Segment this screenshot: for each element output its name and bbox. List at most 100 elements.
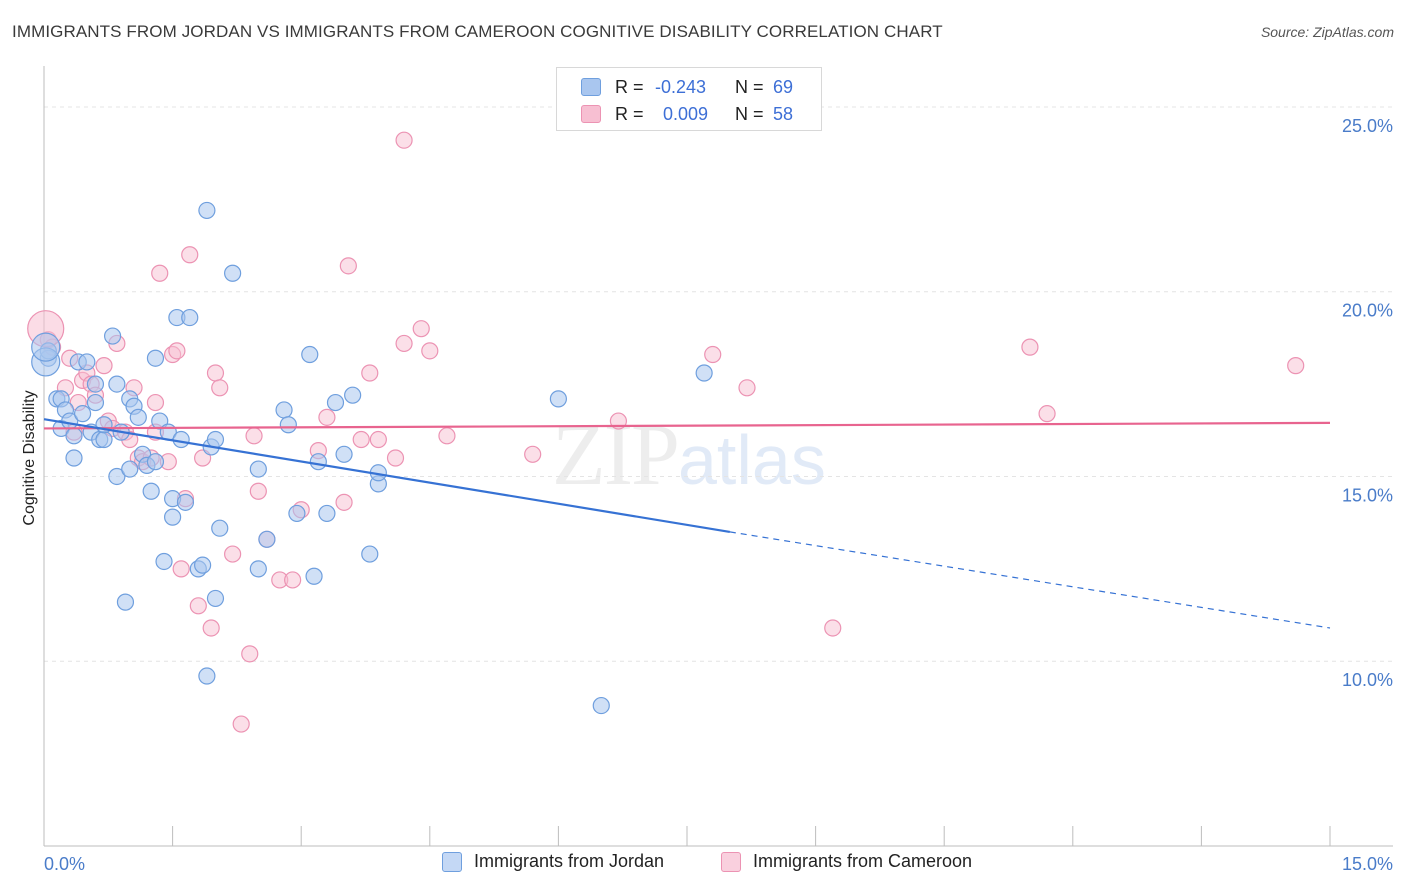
- cameroon-point: [146, 393, 165, 412]
- legend-swatch-cameroon: [581, 105, 601, 123]
- cameroon-point: [172, 560, 190, 578]
- cameroon-point: [524, 445, 542, 463]
- jordan-point: [142, 482, 160, 500]
- jordan-point-large: [31, 332, 61, 362]
- jordan-point: [326, 393, 345, 412]
- cameroon-point: [181, 246, 199, 264]
- cameroon-point: [738, 379, 756, 397]
- cameroon-point: [206, 364, 225, 382]
- cameroon-point: [395, 131, 413, 149]
- legend-n-value: 58: [773, 103, 794, 124]
- jordan-point: [344, 386, 362, 404]
- jordan-point: [155, 552, 173, 571]
- cameroon-point: [412, 320, 430, 338]
- jordan-point: [301, 345, 319, 364]
- legend-r-label: R =: [615, 103, 644, 124]
- legend-r-label: R =: [615, 76, 644, 97]
- tick-labels: 10.0% 15.0% 20.0% 25.0% 0.0% 15.0%: [44, 116, 1393, 874]
- jordan-point: [592, 696, 610, 715]
- jordan-point: [198, 667, 216, 685]
- jordan-point: [78, 353, 96, 371]
- cameroon-point: [1287, 357, 1305, 375]
- cameroon-point: [95, 357, 113, 375]
- jordan-point: [695, 364, 713, 382]
- y-tick-label: 20.0%: [1342, 301, 1393, 321]
- legend-r-value: 0.009: [663, 103, 709, 124]
- jordan-point: [335, 445, 353, 463]
- jordan-point: [361, 545, 379, 563]
- cameroon-point: [339, 257, 357, 275]
- jordan-point: [108, 375, 126, 393]
- cameroon-point: [168, 342, 186, 360]
- jordan-point: [73, 405, 92, 423]
- legend-label-cameroon: Immigrants from Cameroon: [753, 851, 973, 871]
- cameroon-point: [284, 571, 302, 589]
- cameroon-point: [386, 449, 405, 467]
- legend-row-cameroon: R = 0.009 N = 58: [581, 102, 793, 126]
- y-axis-title: Cognitive Disability: [21, 390, 38, 525]
- x-tick-label: 0.0%: [44, 854, 85, 874]
- legend-swatch-jordan: [581, 78, 601, 96]
- jordan-point: [279, 416, 297, 434]
- cameroon-point: [232, 715, 250, 733]
- cameroon-point: [369, 430, 387, 449]
- jordan-point: [549, 390, 568, 408]
- jordan-point: [275, 401, 293, 419]
- jordan-point: [318, 504, 336, 523]
- jordan-point: [206, 430, 225, 449]
- cameroon-point: [249, 482, 267, 500]
- jordan-point: [146, 453, 165, 471]
- cameroon-point: [395, 334, 413, 353]
- cameroon-point: [361, 364, 379, 382]
- jordan-point: [116, 593, 135, 611]
- legend-r-value: -0.243: [655, 76, 707, 97]
- cameroon-point: [224, 545, 242, 563]
- legend-swatch-jordan: [442, 851, 462, 872]
- cameroon-point: [1038, 405, 1056, 423]
- chart-title: IMMIGRANTS FROM JORDAN VS IMMIGRANTS FRO…: [12, 22, 943, 41]
- jordan-point: [194, 556, 212, 574]
- jordan-point: [176, 493, 195, 511]
- correlation-legend: R = -0.243 N = 69 R = 0.009 N = 58: [556, 67, 822, 131]
- legend-row-jordan: R = -0.243 N = 69: [581, 75, 793, 99]
- legend-n-label: N =: [735, 103, 764, 124]
- cameroon-point: [318, 408, 336, 426]
- jordan-point: [65, 449, 83, 467]
- cameroon-point: [241, 645, 259, 663]
- jordan-point: [172, 430, 190, 449]
- watermark-atlas: atlas: [678, 421, 826, 499]
- jordan-point: [206, 589, 225, 608]
- jordan-trend-extension: [729, 531, 1331, 629]
- series-jordan-points: [31, 201, 713, 715]
- jordan-point: [129, 408, 147, 426]
- legend-label-jordan: Immigrants from Jordan: [474, 851, 665, 871]
- jordan-point: [249, 560, 267, 578]
- cameroon-point: [824, 619, 842, 637]
- jordan-point: [211, 519, 229, 537]
- jordan-point: [288, 504, 306, 523]
- legend-n-value: 69: [773, 76, 794, 97]
- legend-n-label: N =: [735, 76, 764, 97]
- jordan-point: [164, 508, 182, 526]
- jordan-point: [309, 453, 327, 471]
- legend-item-cameroon: Immigrants from Cameroon: [721, 851, 972, 872]
- trend-lines: [43, 418, 1331, 629]
- y-tick-label: 10.0%: [1342, 670, 1393, 690]
- jordan-point: [146, 349, 165, 367]
- cameroon-point: [352, 430, 370, 449]
- chart-source: Source: ZipAtlas.com: [1260, 24, 1394, 40]
- jordan-point: [181, 308, 199, 327]
- axes: [43, 66, 1393, 847]
- jordan-point: [95, 430, 113, 449]
- cameroon-point: [211, 379, 229, 397]
- cameroon-point: [335, 493, 353, 511]
- cameroon-point: [245, 427, 263, 445]
- y-tick-label: 25.0%: [1342, 116, 1393, 136]
- cameroon-point: [1021, 338, 1039, 356]
- cameroon-point: [202, 619, 220, 637]
- jordan-point: [224, 264, 242, 282]
- cameroon-point: [189, 597, 207, 615]
- jordan-point: [86, 393, 105, 412]
- jordan-point: [258, 530, 276, 548]
